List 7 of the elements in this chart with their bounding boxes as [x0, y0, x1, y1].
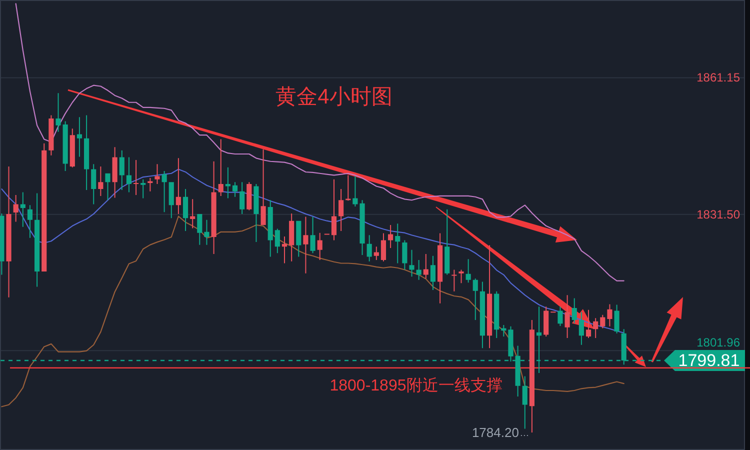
annotation: 1784.20 — [472, 424, 519, 440]
ref-line-label: 1800-1895附近一线支撑 — [330, 377, 502, 394]
ref-line-label: 1799.81 — [678, 350, 740, 370]
y-tick-label: 1831.50 — [696, 207, 740, 222]
y-tick-label: 1801.96 — [696, 335, 740, 350]
y-tick-label: 1861.15 — [696, 70, 740, 85]
title: 黄金4小时图 — [276, 86, 392, 108]
